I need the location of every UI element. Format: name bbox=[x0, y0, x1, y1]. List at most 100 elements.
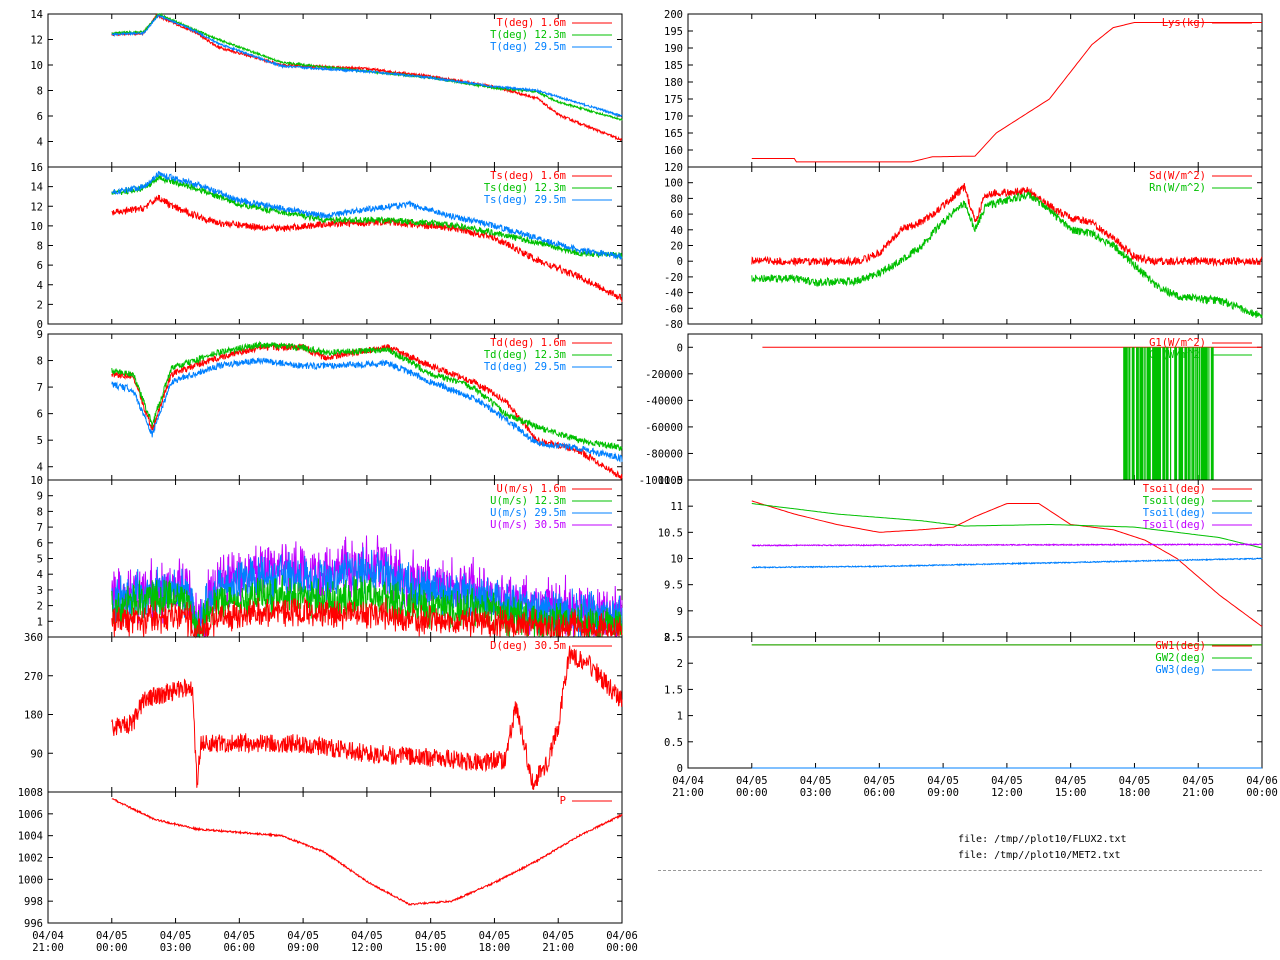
y-tick-label-GW-3: 1 bbox=[677, 711, 683, 723]
x-date-label-left-3: 04/05 bbox=[224, 930, 256, 942]
y-tick-label-Td-0: 9 bbox=[37, 329, 43, 341]
y-tick-label-P-6: 996 bbox=[24, 918, 43, 930]
legend-label-T-2: T(deg) 29.5m bbox=[490, 41, 566, 53]
x-time-label-left-0: 21:00 bbox=[32, 942, 64, 954]
series-U-1 bbox=[111, 547, 623, 638]
series-Td-2 bbox=[111, 357, 623, 463]
x-date-label-left-9: 04/06 bbox=[606, 930, 638, 942]
y-tick-label-Tsoil-6: 8.5 bbox=[664, 632, 683, 644]
y-tick-label-Sd-9: -60 bbox=[664, 303, 683, 315]
x-time-label-right-7: 18:00 bbox=[1119, 787, 1151, 799]
series-Sd-1 bbox=[751, 191, 1263, 319]
legend-label-Td-2: Td(deg) 29.5m bbox=[484, 361, 566, 373]
y-tick-label-T-4: 6 bbox=[37, 111, 43, 123]
series-Ts-1 bbox=[111, 175, 623, 260]
y-tick-label-Sd-8: -40 bbox=[664, 288, 683, 300]
series-D-0 bbox=[111, 645, 623, 790]
x-date-label-right-6: 04/05 bbox=[1055, 775, 1087, 787]
legend-label-U-1: U(m/s) 12.3m bbox=[490, 495, 566, 507]
y-tick-label-Sd-6: 0 bbox=[677, 256, 683, 268]
x-time-label-right-6: 15:00 bbox=[1055, 787, 1087, 799]
y-tick-label-GW-1: 2 bbox=[677, 658, 683, 670]
plot-frame-D bbox=[47, 636, 623, 793]
legend-label-GW-2: GW3(deg) bbox=[1155, 664, 1206, 676]
y-tick-label-Tsoil-4: 9.5 bbox=[664, 580, 683, 592]
y-tick-label-Ts-3: 10 bbox=[30, 221, 43, 233]
y-tick-label-D-0: 360 bbox=[24, 632, 43, 644]
x-time-label-left-1: 00:00 bbox=[96, 942, 128, 954]
y-tick-label-T-5: 4 bbox=[37, 137, 43, 149]
x-date-label-left-1: 04/05 bbox=[96, 930, 128, 942]
y-tick-label-D-2: 180 bbox=[24, 710, 43, 722]
x-time-label-left-4: 09:00 bbox=[287, 942, 319, 954]
legend-label-Tsoil-3: Tsoil(deg) bbox=[1143, 519, 1206, 531]
y-tick-label-U-3: 7 bbox=[37, 522, 43, 534]
file-label-met: file: /tmp//plot10/MET2.txt bbox=[958, 850, 1121, 861]
y-tick-label-Sd-7: -20 bbox=[664, 272, 683, 284]
y-tick-label-U-6: 4 bbox=[37, 569, 43, 581]
y-tick-label-Lys-4: 180 bbox=[664, 77, 683, 89]
series-Ts-2 bbox=[111, 170, 623, 261]
legend-label-Ts-0: Ts(deg) 1.6m bbox=[490, 170, 566, 182]
y-tick-label-Lys-6: 170 bbox=[664, 111, 683, 123]
y-tick-label-Sd-5: 20 bbox=[670, 241, 683, 253]
x-time-label-right-0: 21:00 bbox=[672, 787, 704, 799]
series-G-1 bbox=[1123, 347, 1214, 480]
y-tick-label-Ts-4: 8 bbox=[37, 241, 43, 253]
separator-line bbox=[658, 870, 1262, 871]
x-date-label-left-4: 04/05 bbox=[287, 930, 319, 942]
y-tick-label-U-7: 3 bbox=[37, 585, 43, 597]
legend-label-T-0: T(deg) 1.6m bbox=[496, 17, 566, 29]
series-T-2 bbox=[111, 13, 623, 118]
y-tick-label-P-3: 1002 bbox=[18, 853, 43, 865]
y-tick-label-T-3: 8 bbox=[37, 86, 43, 98]
y-tick-label-G-5: -100000 bbox=[639, 475, 683, 487]
y-tick-label-Sd-0: 120 bbox=[664, 162, 683, 174]
y-tick-label-D-3: 90 bbox=[30, 748, 43, 760]
y-tick-label-G-2: -40000 bbox=[645, 395, 683, 407]
x-date-label-left-2: 04/05 bbox=[160, 930, 192, 942]
legend-label-Td-0: Td(deg) 1.6m bbox=[490, 337, 566, 349]
x-time-label-right-9: 00:00 bbox=[1246, 787, 1278, 799]
y-tick-label-Lys-5: 175 bbox=[664, 94, 683, 106]
y-tick-label-Sd-2: 80 bbox=[670, 193, 683, 205]
y-tick-label-G-1: -20000 bbox=[645, 369, 683, 381]
x-date-label-right-9: 04/06 bbox=[1246, 775, 1278, 787]
y-tick-label-Tsoil-3: 10 bbox=[670, 554, 683, 566]
x-date-label-right-4: 04/05 bbox=[927, 775, 959, 787]
x-time-label-right-3: 06:00 bbox=[864, 787, 896, 799]
legend-label-GW-0: GW1(deg) bbox=[1155, 640, 1206, 652]
y-tick-label-Td-2: 7 bbox=[37, 382, 43, 394]
y-tick-label-Lys-7: 165 bbox=[664, 128, 683, 140]
y-tick-label-Ts-5: 6 bbox=[37, 260, 43, 272]
series-Tsoil-0 bbox=[751, 500, 1263, 627]
legend-label-Tsoil-1: Tsoil(deg) bbox=[1143, 495, 1206, 507]
legend-label-Ts-1: Ts(deg) 12.3m bbox=[484, 182, 566, 194]
y-tick-label-GW-4: 0.5 bbox=[664, 737, 683, 749]
legend-label-Tsoil-2: Tsoil(deg) bbox=[1143, 507, 1206, 519]
y-tick-label-Sd-3: 60 bbox=[670, 209, 683, 221]
x-time-label-right-8: 21:00 bbox=[1182, 787, 1214, 799]
y-tick-label-Td-4: 5 bbox=[37, 435, 43, 447]
x-time-label-left-5: 12:00 bbox=[351, 942, 383, 954]
y-tick-label-GW-0: 2.5 bbox=[664, 632, 683, 644]
y-tick-label-Td-1: 8 bbox=[37, 356, 43, 368]
x-time-label-right-4: 09:00 bbox=[927, 787, 959, 799]
y-tick-label-Lys-0: 200 bbox=[664, 9, 683, 21]
y-tick-label-U-1: 9 bbox=[37, 491, 43, 503]
y-tick-label-T-1: 12 bbox=[30, 35, 43, 47]
series-Td-1 bbox=[111, 340, 623, 451]
x-date-label-right-2: 04/05 bbox=[800, 775, 832, 787]
y-tick-label-U-2: 8 bbox=[37, 506, 43, 518]
y-tick-label-P-1: 1006 bbox=[18, 809, 43, 821]
legend-label-G-1: G2(W/m^2) bbox=[1149, 349, 1206, 361]
legend-label-Tsoil-0: Tsoil(deg) bbox=[1143, 483, 1206, 495]
y-tick-label-Sd-1: 100 bbox=[664, 178, 683, 190]
plot-frame-P bbox=[47, 791, 623, 924]
series-Tsoil-2 bbox=[751, 557, 1263, 569]
y-tick-label-Tsoil-1: 11 bbox=[670, 501, 683, 513]
series-U-3 bbox=[111, 597, 623, 639]
legend-label-Ts-2: Ts(deg) 29.5m bbox=[484, 194, 566, 206]
y-tick-label-G-3: -60000 bbox=[645, 422, 683, 434]
